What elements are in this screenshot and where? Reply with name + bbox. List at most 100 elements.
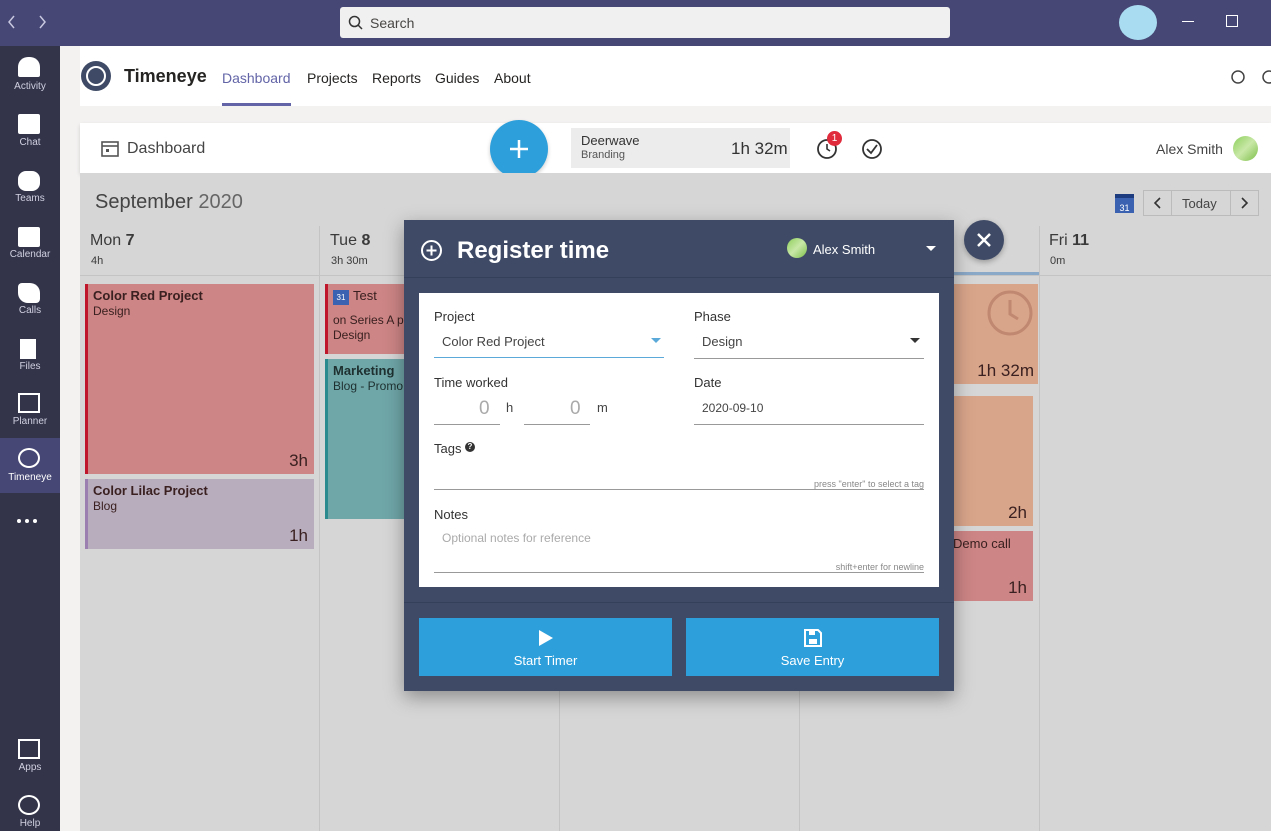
- nav-tab[interactable]: Reports: [372, 70, 422, 86]
- running-timer[interactable]: [571, 128, 790, 168]
- day-date: 7: [125, 232, 135, 249]
- rail-label[interactable]: Calls: [18, 305, 42, 316]
- user-select[interactable]: Alex Smith: [813, 242, 876, 257]
- field-label: Phase: [694, 309, 731, 324]
- rail-label[interactable]: Files: [19, 361, 41, 372]
- field-hint: press "enter" to select a tag: [814, 479, 924, 489]
- event-duration: 1h 32m: [977, 361, 1034, 380]
- help-icon: [18, 795, 40, 815]
- field-underline: [434, 424, 500, 425]
- minimize[interactable]: [1182, 21, 1194, 22]
- app-name: Timeneye: [124, 66, 207, 86]
- header-icons[interactable]: [1229, 68, 1271, 86]
- title-bar: Search: [0, 0, 1271, 46]
- event-title: Test: [353, 288, 377, 303]
- today-button[interactable]: Today: [1182, 196, 1217, 211]
- add-entry-button[interactable]: [490, 120, 548, 178]
- project-select[interactable]: Color Red Project: [442, 334, 545, 349]
- maximize[interactable]: [1226, 15, 1238, 27]
- approval-icon[interactable]: [860, 137, 884, 161]
- calendar-picker[interactable]: 31: [1115, 194, 1134, 213]
- dropdown-caret: [651, 338, 661, 343]
- play-icon: [539, 630, 553, 646]
- event-phase: Blog - Promo: [333, 379, 404, 393]
- field-label: Tags: [434, 441, 462, 456]
- divider: [1230, 190, 1231, 216]
- dialog-title: Register time: [457, 237, 610, 264]
- nav-tab[interactable]: Guides: [435, 70, 480, 86]
- timer-elapsed: 1h 32m: [731, 139, 788, 158]
- field-underline: [434, 357, 664, 358]
- year: 2020: [198, 191, 243, 213]
- event[interactable]: Color Red Project Design 3h: [85, 284, 314, 474]
- more-apps[interactable]: [16, 518, 44, 524]
- nav-tab[interactable]: Dashboard: [222, 70, 291, 86]
- calendar-glyph: [101, 141, 119, 157]
- field-label: Project: [434, 309, 475, 324]
- rail-label[interactable]: Planner: [12, 416, 48, 427]
- field-label: Time worked: [434, 375, 508, 390]
- dropdown-caret[interactable]: [925, 245, 937, 253]
- save-entry-button[interactable]: Save Entry: [686, 618, 939, 676]
- date-input[interactable]: 2020-09-10: [702, 401, 764, 415]
- day-total: 4h: [91, 255, 104, 267]
- month: September: [95, 191, 193, 213]
- rail-label[interactable]: Chat: [19, 137, 41, 148]
- element: Tue 8: [330, 232, 370, 250]
- phase-select[interactable]: Design: [702, 334, 743, 349]
- event-duration: 1h: [1008, 578, 1027, 597]
- field-label: Notes: [434, 507, 468, 522]
- files-icon: [20, 339, 36, 359]
- rail-label[interactable]: Apps: [18, 762, 42, 773]
- nav-arrows[interactable]: [1152, 196, 1252, 210]
- close-button[interactable]: [964, 220, 1004, 260]
- event-phase: Design: [93, 304, 131, 318]
- rail-label[interactable]: Calendar: [9, 249, 51, 260]
- rail-label[interactable]: Help: [19, 818, 41, 829]
- event-title: Demo call: [953, 536, 1011, 551]
- rail-label[interactable]: Teams: [15, 193, 45, 204]
- footer-rule: [404, 602, 954, 603]
- toolbar-title: Dashboard: [127, 140, 206, 157]
- week-navigation: [1143, 190, 1259, 216]
- search-box[interactable]: Search: [340, 7, 950, 38]
- event[interactable]: Color Lilac Project Blog 1h: [85, 479, 314, 549]
- hours-input[interactable]: 0: [479, 398, 490, 419]
- element: Fri 11: [1049, 232, 1089, 250]
- event-duration: 2h: [1008, 503, 1027, 522]
- app-rail: [0, 46, 60, 831]
- notification-badge: 1: [827, 131, 842, 146]
- field-underline: [694, 358, 924, 359]
- calendar-event-icon: 31: [333, 290, 349, 305]
- rail-label[interactable]: Timeneye: [8, 472, 52, 483]
- user-avatar: [787, 238, 807, 258]
- rail-label[interactable]: Activity: [14, 81, 46, 92]
- field-underline: [694, 424, 924, 425]
- timeneye-icon: [18, 448, 40, 468]
- field-underline: [434, 572, 924, 573]
- form-card: [419, 293, 939, 587]
- notes-input[interactable]: Optional notes for reference: [442, 531, 591, 545]
- user-avatar[interactable]: [1233, 136, 1258, 161]
- help-icon[interactable]: ?: [465, 442, 475, 452]
- element: September 2020: [95, 191, 243, 214]
- start-timer-button[interactable]: Start Timer: [419, 618, 672, 676]
- running-clock: [987, 290, 1033, 336]
- dropdown-caret: [910, 338, 920, 343]
- button-label: Save Entry: [780, 653, 845, 668]
- day-column: [1039, 226, 1040, 831]
- history-arrows[interactable]: [6, 14, 46, 30]
- unit-label: h: [506, 400, 514, 415]
- nav-tab[interactable]: About: [494, 70, 531, 86]
- nav-tab[interactable]: Projects: [307, 70, 358, 86]
- profile-avatar[interactable]: [1119, 5, 1157, 40]
- field-hint: shift+enter for newline: [835, 562, 924, 572]
- field-underline: [524, 424, 590, 425]
- minutes-input[interactable]: 0: [570, 398, 581, 419]
- user-name[interactable]: Alex Smith: [1156, 141, 1223, 157]
- search-placeholder: Search: [370, 15, 415, 31]
- plus-icon: [510, 140, 528, 158]
- divider: [1171, 190, 1172, 216]
- day-name: Mon: [90, 232, 122, 249]
